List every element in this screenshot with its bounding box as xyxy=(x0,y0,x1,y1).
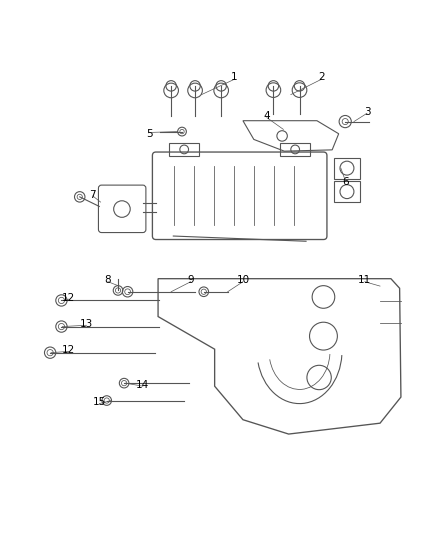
Text: 1: 1 xyxy=(231,72,237,82)
Bar xyxy=(334,181,360,202)
Text: 2: 2 xyxy=(318,72,325,82)
Text: 11: 11 xyxy=(358,276,371,286)
Text: 3: 3 xyxy=(364,107,370,117)
Text: 5: 5 xyxy=(146,129,153,139)
Bar xyxy=(334,158,360,179)
Text: 8: 8 xyxy=(105,276,111,286)
Text: 7: 7 xyxy=(89,190,96,200)
Text: 6: 6 xyxy=(342,176,349,187)
Text: 9: 9 xyxy=(187,276,194,286)
Text: 10: 10 xyxy=(237,276,250,286)
Text: 15: 15 xyxy=(93,397,106,407)
Text: 4: 4 xyxy=(264,111,270,122)
Text: 12: 12 xyxy=(62,293,75,303)
Text: 12: 12 xyxy=(62,345,75,355)
Text: 14: 14 xyxy=(136,380,149,390)
Text: 13: 13 xyxy=(80,319,93,329)
